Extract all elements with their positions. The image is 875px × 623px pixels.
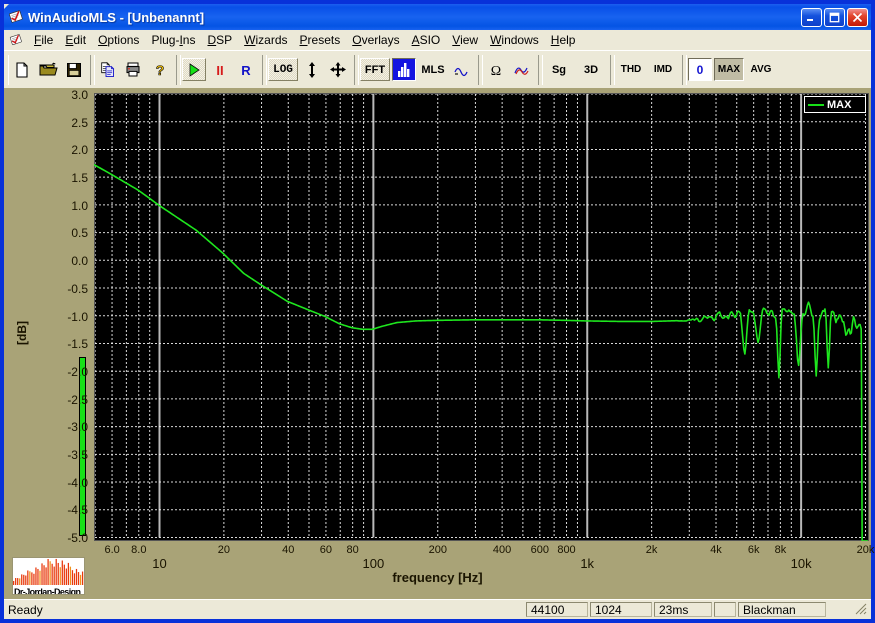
svg-text:Ω: Ω <box>491 64 501 79</box>
svg-text:R: R <box>241 63 251 78</box>
svg-text:?: ? <box>156 62 165 78</box>
svg-text:II: II <box>216 63 223 78</box>
